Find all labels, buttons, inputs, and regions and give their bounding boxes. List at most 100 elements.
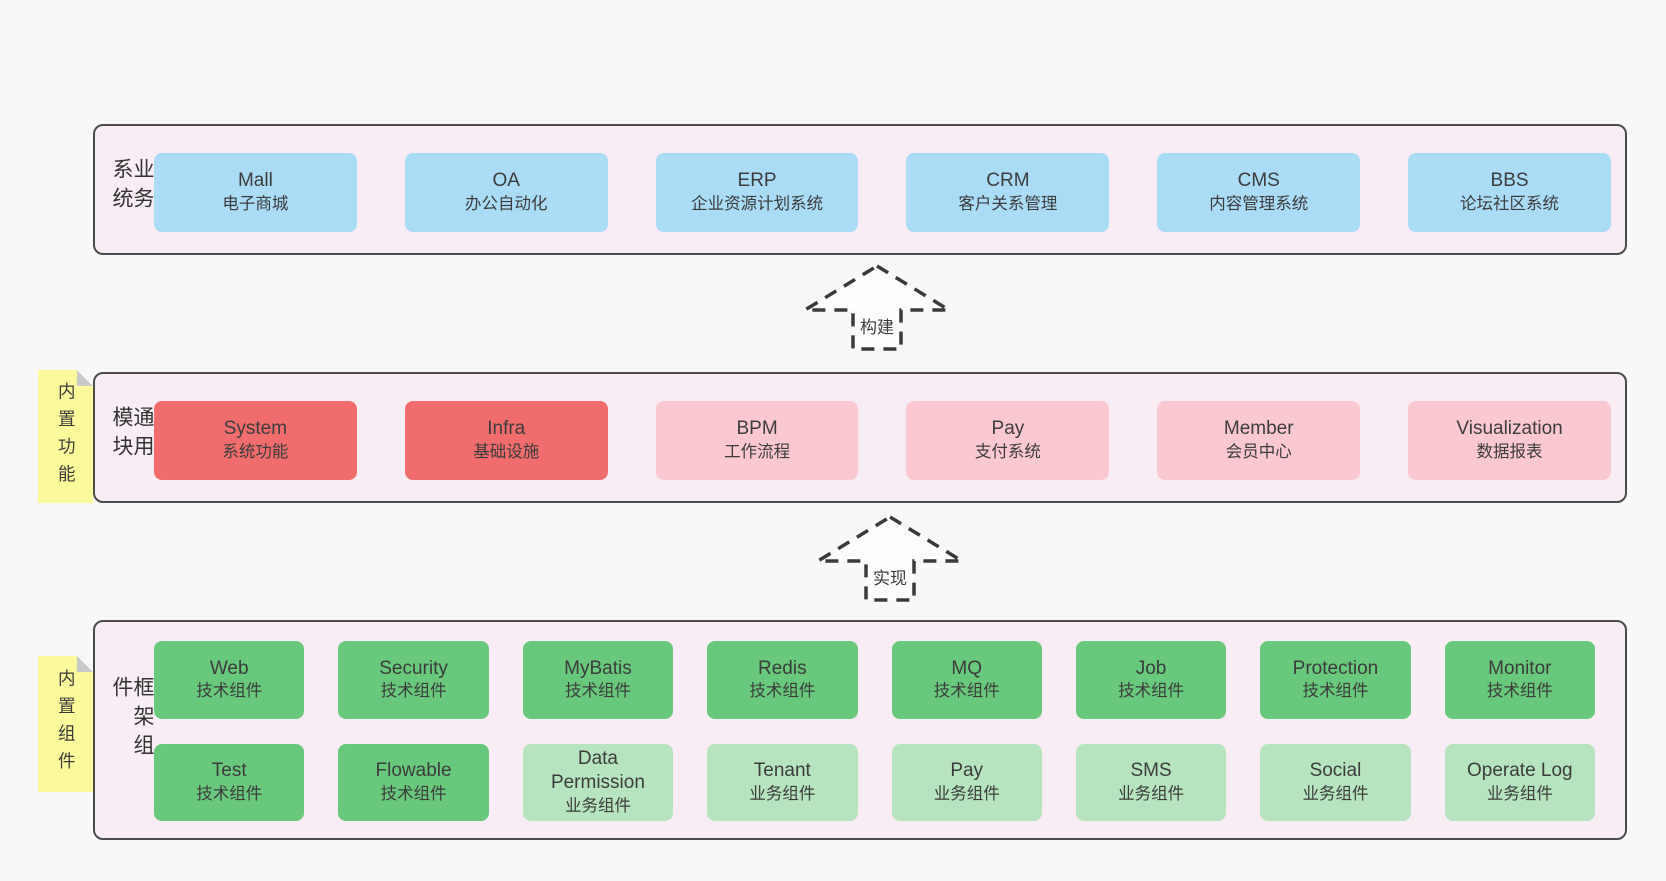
layer-business-systems: 业务系统 Mall 电子商城 OA 办公自动化 ERP 企业资源计划系统 CRM…	[93, 124, 1627, 255]
box-subtitle: 办公自动化	[464, 195, 548, 214]
box-subtitle: 技术组件	[1302, 682, 1369, 701]
box-title: Monitor	[1488, 657, 1552, 679]
box-title: MyBatis	[564, 657, 632, 679]
box-subtitle: 技术组件	[933, 682, 1000, 701]
box-protection: Protection 技术组件	[1260, 641, 1411, 719]
implement-arrow: 实现	[810, 512, 970, 604]
box-subtitle: 业务组件	[1302, 784, 1369, 803]
box-title: Operate Log	[1466, 760, 1573, 782]
component-row-1: Web 技术组件 Security 技术组件 MyBatis 技术组件 Redi…	[154, 641, 1595, 719]
box-title: Visualization	[1456, 418, 1563, 440]
layer-label-business: 业务系统	[110, 157, 154, 216]
box-mall: Mall 电子商城	[154, 153, 357, 232]
box-title: Test	[211, 760, 247, 782]
box-title: BBS	[1490, 170, 1529, 192]
box-social: Social 业务组件	[1260, 743, 1411, 821]
box-tenant: Tenant 业务组件	[707, 743, 858, 821]
box-subtitle: 技术组件	[196, 784, 263, 803]
box-bpm: BPM 工作流程	[655, 401, 859, 480]
box-title: Redis	[758, 657, 807, 679]
box-subtitle: 业务组件	[933, 784, 1000, 803]
build-arrow: 构建	[797, 261, 957, 353]
box-cms: CMS 内容管理系统	[1157, 153, 1361, 232]
box-flowable: Flowable 技术组件	[338, 743, 489, 821]
box-title: OA	[492, 170, 520, 192]
box-sms: SMS 业务组件	[1075, 743, 1227, 821]
folded-corner-icon	[77, 656, 93, 672]
implement-arrow-label: 实现	[870, 564, 910, 589]
box-subtitle: 论坛社区系统	[1460, 195, 1560, 214]
box-subtitle: 技术组件	[564, 682, 631, 701]
sticky-note-built-in-components: 内置组件	[38, 656, 93, 792]
box-subtitle: 工作流程	[724, 443, 791, 462]
box-subtitle: 技术组件	[380, 682, 447, 701]
box-title: SMS	[1130, 760, 1172, 782]
box-operate-log: Operate Log 业务组件	[1444, 743, 1595, 821]
box-oa: OA 办公自动化	[404, 153, 608, 232]
box-subtitle: 业务组件	[564, 796, 631, 815]
box-subtitle: 技术组件	[749, 682, 816, 701]
box-title: Member	[1223, 418, 1294, 440]
box-title: Web	[209, 657, 249, 679]
box-pay-component: Pay 业务组件	[891, 743, 1042, 821]
box-bbs: BBS 论坛社区系统	[1408, 153, 1611, 232]
box-title: CRM	[986, 170, 1030, 192]
build-arrow-label: 构建	[857, 313, 897, 338]
layer-framework-components: 框架组件 Web 技术组件 Security 技术组件 MyBatis 技术组件…	[93, 620, 1627, 840]
up-arrow-icon	[811, 514, 969, 602]
layer-common-modules: 通用模块 System 系统功能 Infra 基础设施 BPM 工作流程 Pay…	[93, 372, 1627, 503]
layer-label-components: 框架组件	[110, 676, 154, 763]
box-title: CMS	[1237, 170, 1280, 192]
box-system: System 系统功能	[154, 401, 357, 480]
folded-corner-icon	[77, 370, 93, 386]
box-subtitle: 会员中心	[1225, 443, 1292, 462]
box-visualization: Visualization 数据报表	[1408, 401, 1611, 480]
box-job: Job 技术组件	[1075, 641, 1227, 719]
box-member: Member 会员中心	[1157, 401, 1361, 480]
box-title: Protection	[1292, 657, 1379, 679]
box-title: System	[223, 418, 288, 440]
component-rows: Web 技术组件 Security 技术组件 MyBatis 技术组件 Redi…	[154, 641, 1595, 821]
box-monitor: Monitor 技术组件	[1444, 641, 1595, 719]
box-title: Infra	[487, 418, 526, 440]
box-subtitle: 业务组件	[1118, 784, 1185, 803]
box-title: BPM	[736, 418, 778, 440]
box-mq: MQ 技术组件	[891, 641, 1042, 719]
box-erp: ERP 企业资源计划系统	[655, 153, 859, 232]
box-web: Web 技术组件	[154, 641, 305, 719]
box-subtitle: 技术组件	[380, 784, 447, 803]
box-title: MQ	[951, 657, 982, 679]
sticky-note-text: 内置组件	[56, 669, 77, 779]
box-subtitle: 业务组件	[749, 784, 816, 803]
box-subtitle: 技术组件	[1486, 682, 1553, 701]
box-subtitle: 支付系统	[974, 443, 1041, 462]
box-subtitle: 系统功能	[222, 443, 289, 462]
box-title: Pay	[991, 418, 1025, 440]
box-title: Social	[1309, 760, 1362, 782]
layer-label-modules: 通用模块	[110, 405, 154, 464]
box-title: Job	[1135, 657, 1167, 679]
sticky-note-text: 内置功能	[56, 381, 77, 492]
box-title: Security	[379, 657, 448, 679]
box-security: Security 技术组件	[338, 641, 489, 719]
box-title: ERP	[737, 170, 777, 192]
box-subtitle: 内容管理系统	[1209, 195, 1309, 214]
box-title: Mall	[237, 170, 273, 192]
box-subtitle: 基础设施	[473, 443, 540, 462]
component-row-2: Test 技术组件 Flowable 技术组件 Data Permission …	[154, 743, 1595, 821]
box-data-permission: Data Permission 业务组件	[522, 743, 674, 821]
box-infra: Infra 基础设施	[404, 401, 608, 480]
box-crm: CRM 客户关系管理	[906, 153, 1110, 232]
box-title: Pay	[950, 760, 984, 782]
box-subtitle: 数据报表	[1476, 443, 1543, 462]
sticky-note-built-in-functions: 内置功能	[38, 370, 93, 503]
box-subtitle: 客户关系管理	[958, 195, 1058, 214]
box-redis: Redis 技术组件	[707, 641, 858, 719]
box-pay-module: Pay 支付系统	[906, 401, 1110, 480]
box-subtitle: 业务组件	[1486, 784, 1553, 803]
business-boxes: Mall 电子商城 OA 办公自动化 ERP 企业资源计划系统 CRM 客户关系…	[154, 153, 1611, 232]
box-title: Flowable	[375, 760, 452, 782]
box-subtitle: 技术组件	[196, 682, 263, 701]
box-subtitle: 企业资源计划系统	[691, 195, 824, 214]
box-mybatis: MyBatis 技术组件	[522, 641, 674, 719]
